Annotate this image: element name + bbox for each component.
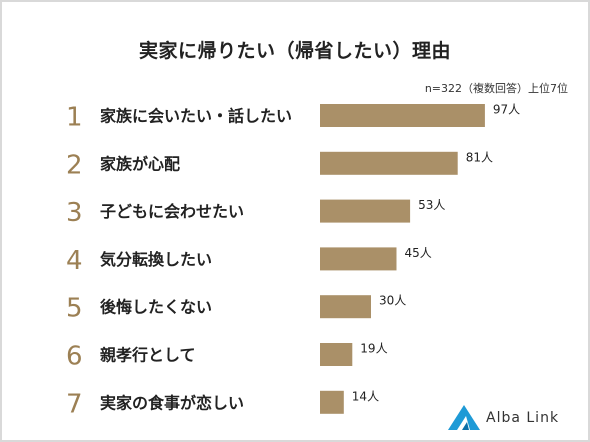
category-label: 気分転換したい bbox=[100, 250, 212, 269]
value-label: 81人 bbox=[466, 150, 493, 164]
category-label: 後悔したくない bbox=[100, 298, 212, 317]
rank-number: 4 bbox=[66, 246, 83, 276]
rank-number: 1 bbox=[66, 103, 83, 133]
category-label: 家族が心配 bbox=[100, 154, 180, 173]
rank-number: 6 bbox=[66, 342, 83, 372]
rank-number: 3 bbox=[66, 198, 83, 228]
alba-link-logo-icon bbox=[448, 405, 480, 430]
value-label: 19人 bbox=[360, 342, 387, 356]
brand-name: Alba Link bbox=[486, 410, 560, 426]
sample-note: n=322（複数回答）上位7位 bbox=[424, 82, 568, 95]
bar bbox=[320, 151, 458, 175]
category-label: 親孝行として bbox=[100, 346, 196, 365]
bar bbox=[320, 390, 344, 414]
bar bbox=[320, 343, 353, 366]
category-label: 実家の食事が恋しい bbox=[100, 393, 244, 412]
value-label: 53人 bbox=[418, 198, 445, 212]
rank-number: 7 bbox=[66, 389, 83, 419]
bar bbox=[320, 247, 397, 271]
bar bbox=[320, 295, 371, 319]
brand-logo: Alba Link bbox=[446, 402, 576, 432]
bar bbox=[320, 104, 485, 127]
chart-title: 実家に帰りたい（帰省したい）理由 bbox=[138, 40, 451, 62]
rank-number: 5 bbox=[66, 294, 83, 324]
bar bbox=[320, 199, 411, 223]
value-label: 97人 bbox=[493, 103, 520, 117]
value-label: 14人 bbox=[352, 389, 379, 403]
value-label: 45人 bbox=[405, 246, 432, 260]
value-label: 30人 bbox=[379, 294, 406, 308]
rank-number: 2 bbox=[66, 150, 83, 180]
category-label: 子どもに会わせたい bbox=[100, 202, 244, 221]
category-label: 家族に会いたい・話したい bbox=[100, 107, 292, 126]
